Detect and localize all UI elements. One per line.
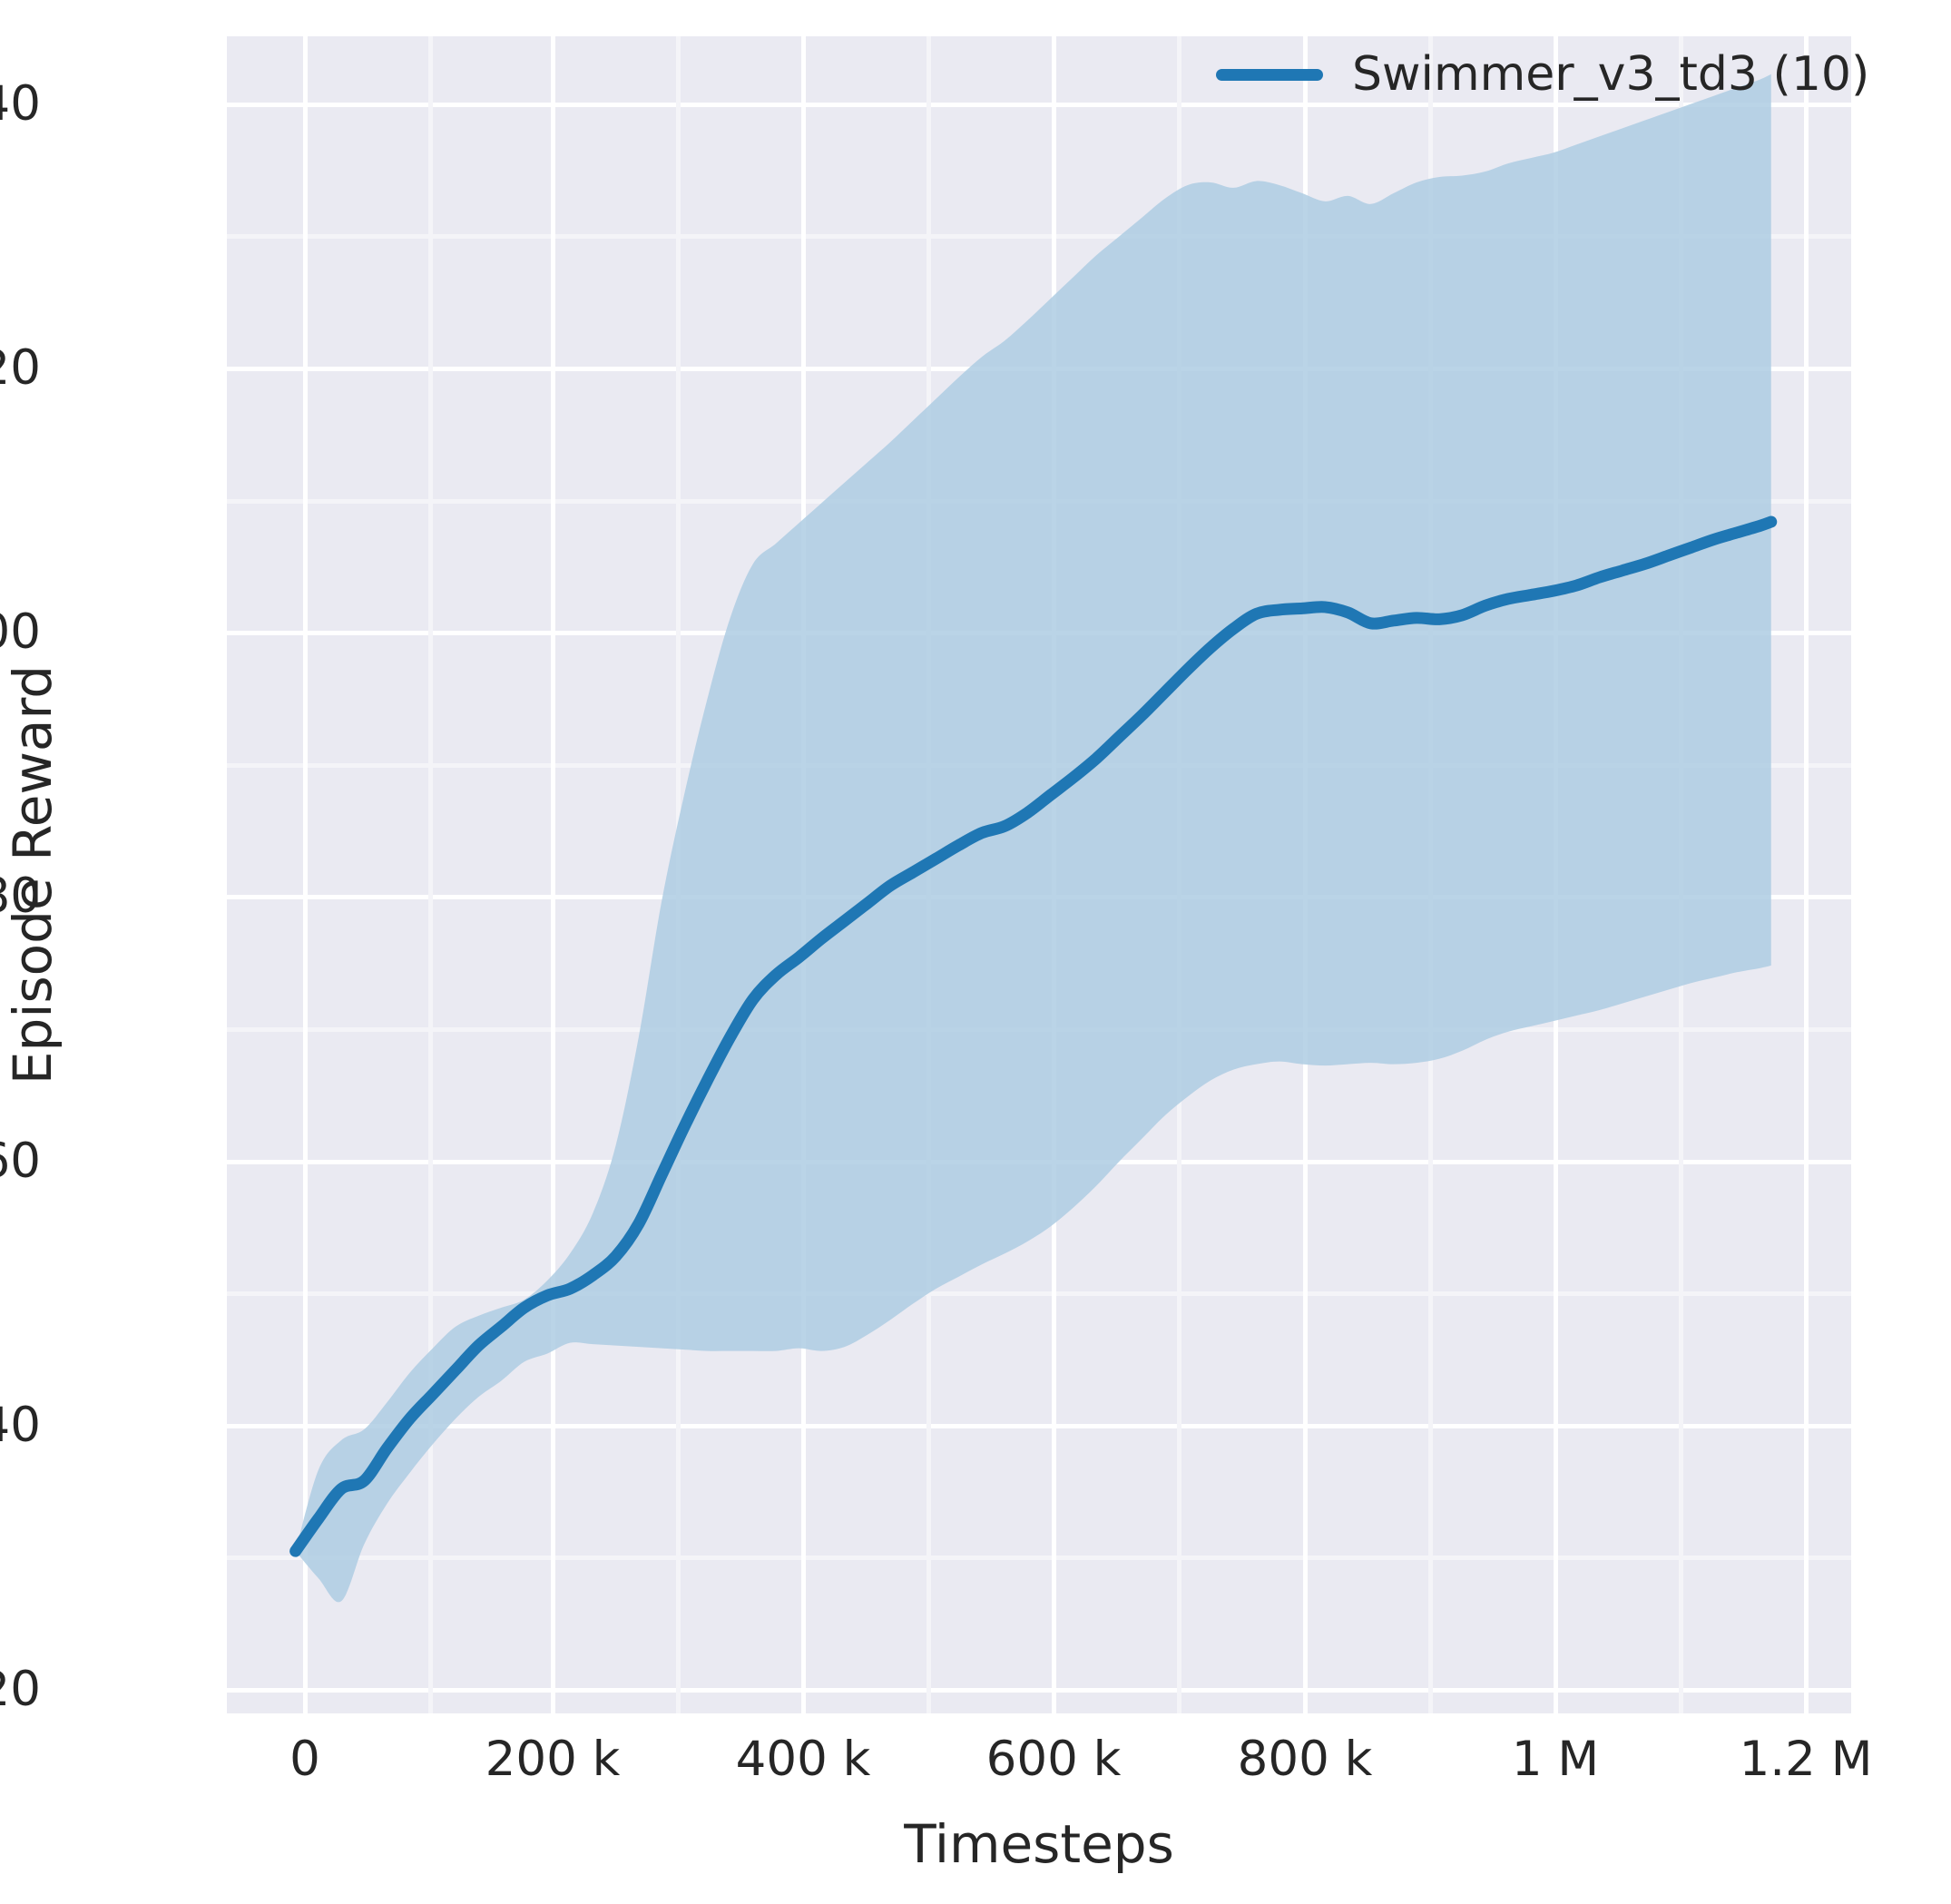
x-tick-label-800k: 800 k [1237, 1732, 1373, 1787]
chart-legend: Swimmer_v3_td3 (10) [1207, 44, 1878, 105]
gridline-y-40 [227, 1424, 1851, 1428]
y-tick-label-80: 80 [0, 869, 41, 924]
legend-label-swimmer-v3-td3: Swimmer_v3_td3 (10) [1352, 47, 1870, 102]
confidence-band-swimmer-v3-td3 [295, 74, 1771, 1603]
x-tick-label-0: 0 [289, 1732, 320, 1787]
gridline-x-1.2M [1804, 36, 1809, 1713]
y-tick-label-60: 60 [0, 1134, 41, 1189]
y-tick-label-40: 40 [0, 1398, 41, 1453]
series-plot [289, 74, 1778, 1603]
gridline-y-50 [227, 1291, 1851, 1296]
x-tick-label-200k: 200 k [485, 1732, 621, 1787]
gridline-y-20 [227, 1688, 1851, 1693]
gridline-y-140 [227, 103, 1851, 107]
gridline-x-0 [303, 36, 308, 1713]
gridline-y-130 [227, 234, 1851, 239]
gridline-x-200k [551, 36, 555, 1713]
gridline-y-30 [227, 1556, 1851, 1560]
plot-area [227, 36, 1851, 1713]
x-tick-label-600k: 600 k [985, 1732, 1122, 1787]
y-tick-label-20: 20 [0, 1662, 41, 1717]
x-tick-label-400k: 400 k [735, 1732, 871, 1787]
x-tick-label-1.2M: 1.2 M [1739, 1732, 1873, 1787]
gridline-x-100k [428, 36, 433, 1713]
y-tick-label-120: 120 [0, 340, 41, 396]
mean-line-swimmer-v3-td3 [289, 515, 1778, 1557]
y-tick-label-140: 140 [0, 76, 41, 132]
x-axis-label: Timesteps [904, 1813, 1174, 1875]
y-tick-label-100: 100 [0, 604, 41, 660]
x-tick-label-1M: 1 M [1511, 1732, 1600, 1787]
legend-swatch-icon [1216, 68, 1323, 81]
